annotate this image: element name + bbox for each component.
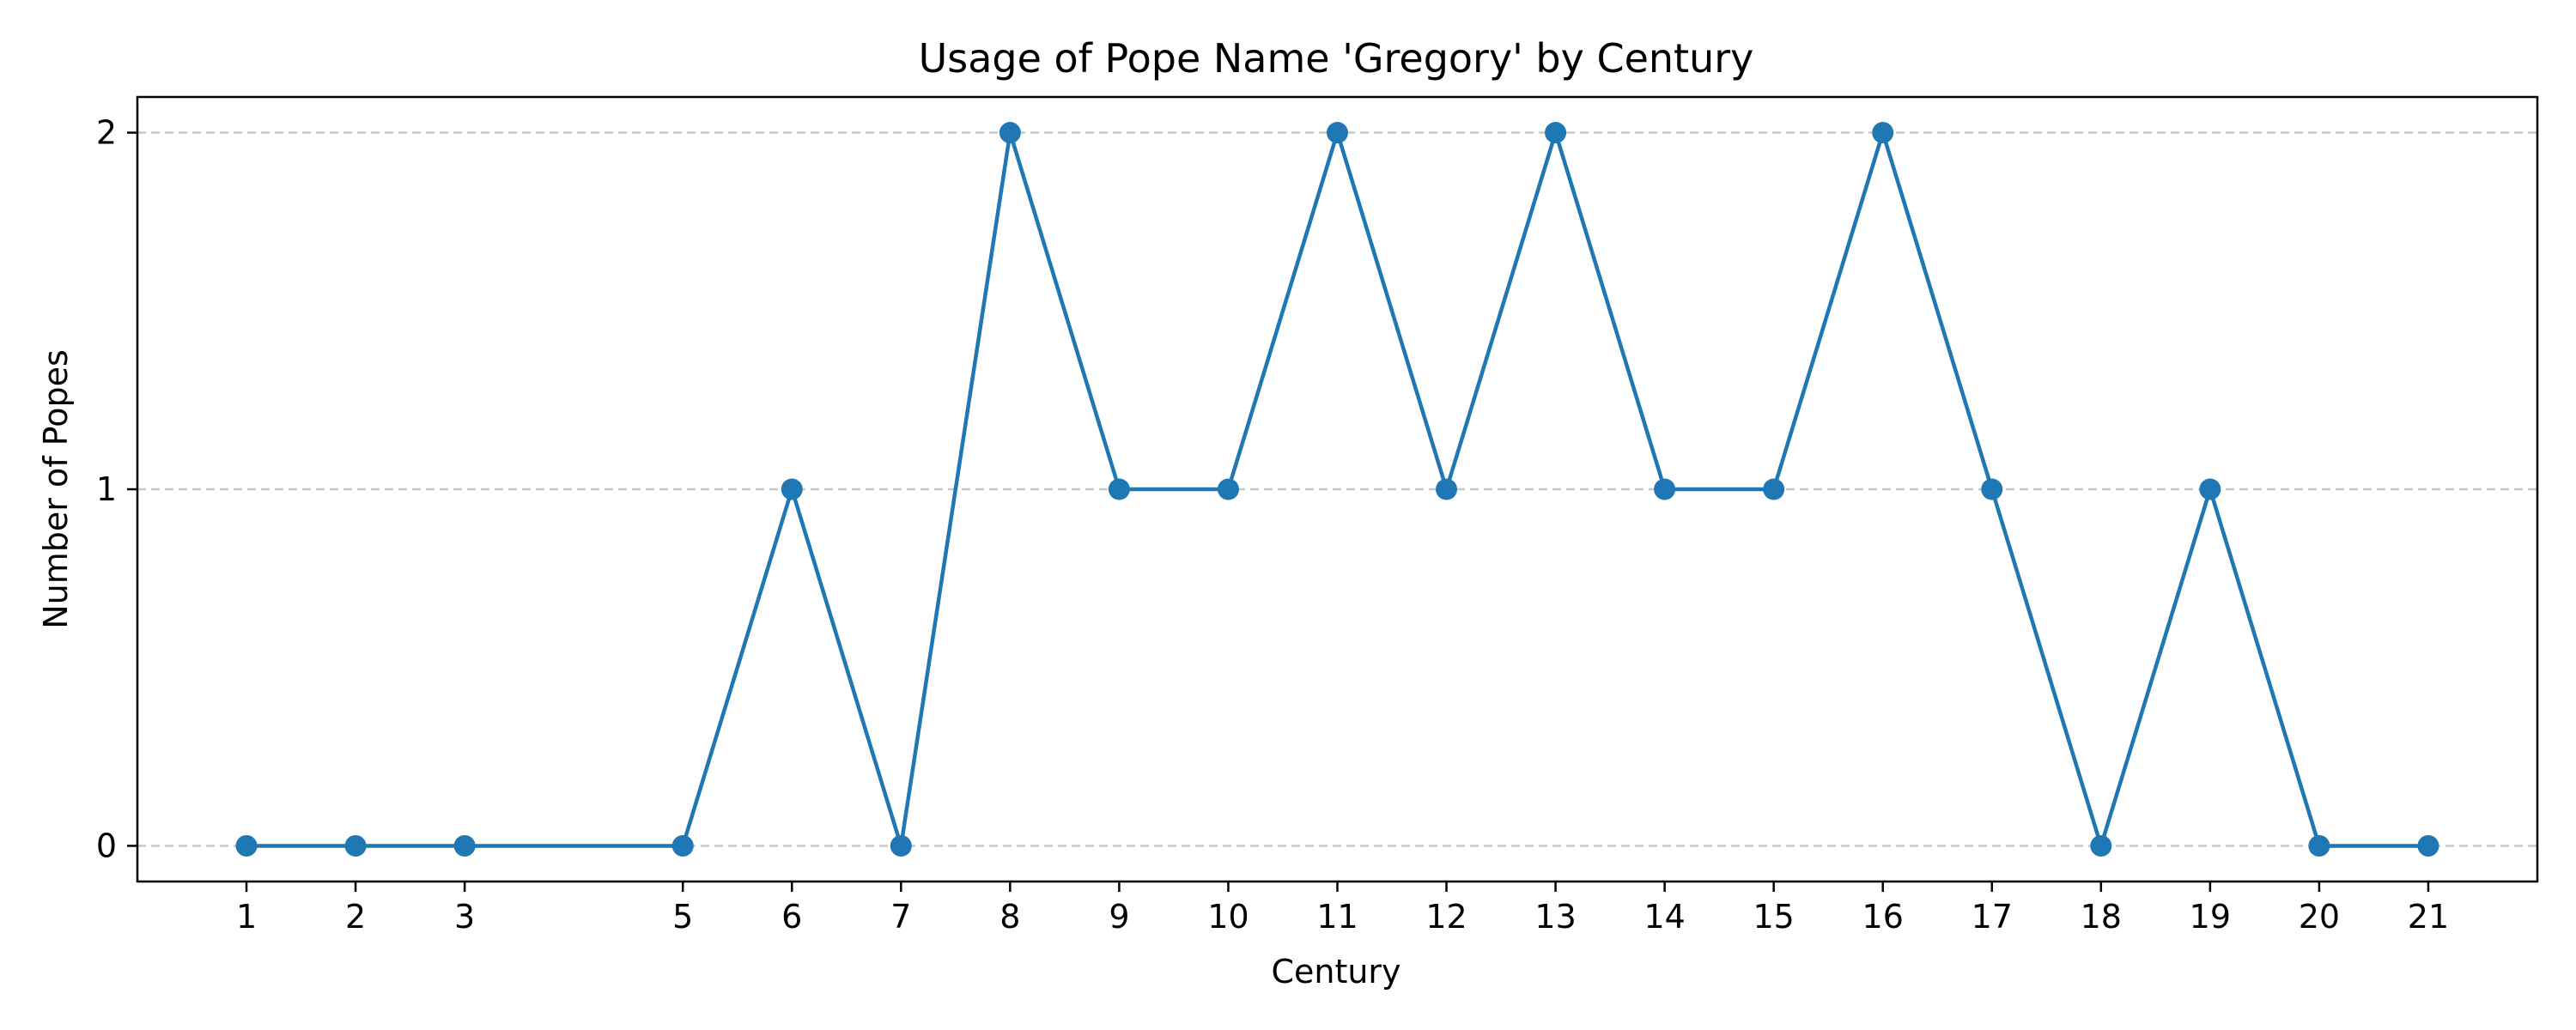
x-tick-label: 2 bbox=[345, 898, 366, 936]
y-tick-label: 1 bbox=[96, 470, 117, 508]
x-tick-label: 1 bbox=[236, 898, 257, 936]
data-point bbox=[671, 834, 694, 857]
data-point bbox=[1654, 478, 1676, 500]
y-tick-label: 2 bbox=[96, 114, 117, 152]
x-tick-label: 5 bbox=[672, 898, 693, 936]
x-tick-label: 12 bbox=[1425, 898, 1467, 936]
x-tick-label: 9 bbox=[1109, 898, 1129, 936]
x-tick-label: 17 bbox=[1971, 898, 2013, 936]
data-point bbox=[2417, 834, 2439, 857]
plot-series bbox=[235, 122, 2439, 857]
data-point bbox=[2308, 834, 2330, 857]
x-tick-label: 11 bbox=[1316, 898, 1358, 936]
x-tick-label: 3 bbox=[454, 898, 475, 936]
data-point bbox=[453, 834, 476, 857]
x-tick-label: 8 bbox=[999, 898, 1020, 936]
data-point bbox=[2199, 478, 2221, 500]
data-point bbox=[1108, 478, 1130, 500]
data-point bbox=[1327, 122, 1348, 144]
data-point bbox=[999, 122, 1021, 144]
y-axis-label: Number of Popes bbox=[37, 349, 75, 629]
data-point bbox=[2090, 834, 2112, 857]
x-tick-label: 20 bbox=[2299, 898, 2340, 936]
x-axis: 1 2 3 5 6 7 8 9 10 11 12 13 14 15 16 17 18 19 20 21 bbox=[236, 882, 2449, 936]
data-point bbox=[344, 834, 367, 857]
x-tick-label: 16 bbox=[1862, 898, 1904, 936]
data-point bbox=[1872, 122, 1894, 144]
data-point bbox=[890, 834, 912, 857]
chart-title: Usage of Pope Name 'Gregory' by Century bbox=[919, 35, 1754, 82]
x-axis-label: Century bbox=[1271, 953, 1400, 991]
x-tick-label: 14 bbox=[1643, 898, 1685, 936]
x-tick-label: 13 bbox=[1534, 898, 1576, 936]
series-line bbox=[246, 130, 2428, 848]
data-point bbox=[1545, 122, 1567, 144]
x-tick-label: 6 bbox=[781, 898, 802, 936]
data-point bbox=[1981, 478, 2003, 500]
y-axis: 0 1 2 bbox=[96, 114, 137, 864]
x-tick-label: 15 bbox=[1753, 898, 1795, 936]
x-tick-label: 18 bbox=[2081, 898, 2122, 936]
data-point bbox=[781, 478, 803, 500]
y-tick-label: 0 bbox=[96, 827, 117, 864]
x-tick-label: 10 bbox=[1207, 898, 1249, 936]
data-point bbox=[235, 834, 258, 857]
data-point bbox=[1436, 478, 1458, 500]
x-tick-label: 7 bbox=[890, 898, 911, 936]
x-tick-label: 19 bbox=[2190, 898, 2231, 936]
data-point bbox=[1763, 478, 1785, 500]
x-tick-label: 21 bbox=[2408, 898, 2449, 936]
data-point bbox=[1217, 478, 1239, 500]
